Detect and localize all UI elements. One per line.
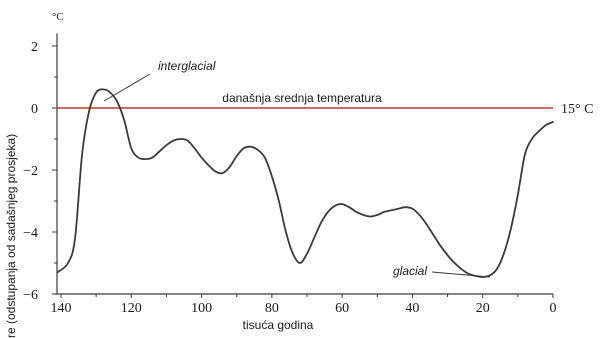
y-axis-title: re (odstupanja od sadašnjeg prosjeka) [4,134,18,338]
y-tick-label: −4 [23,226,38,241]
series-group [56,88,554,278]
y-tick-label: 0 [31,102,38,117]
annotation-interglacial-leader [103,73,151,102]
annotation-interglacial: interglacial [158,59,216,73]
x-tick-label: 100 [191,301,212,316]
y-tick-label: −6 [23,288,38,303]
y-unit-label: °C [52,11,64,23]
x-tick-label: 80 [265,301,279,316]
x-tick-label: 60 [335,301,349,316]
x-tick-label: 120 [121,301,142,316]
temperature-series-line [56,88,554,278]
y-tick-label: 2 [31,40,38,55]
reference-value-label: 15° C [561,102,593,117]
x-tick-label: 140 [51,301,72,316]
y-tick-label: −2 [23,164,38,179]
labels-group: °C tisuća godina re (odstupanja od sadašnj… [4,11,491,338]
x-tick-label: 40 [405,301,419,316]
x-tick-label: 0 [550,301,557,316]
reference-line-group: današnja srednja temperatura 15° C [57,91,593,117]
x-axis-title: tisuća godina [243,318,314,332]
annotation-glacial-leader [431,271,491,278]
reference-line-label: današnja srednja temperatura [222,91,382,105]
x-tick-label: 20 [476,301,490,316]
annotation-glacial: glacial [393,264,427,278]
